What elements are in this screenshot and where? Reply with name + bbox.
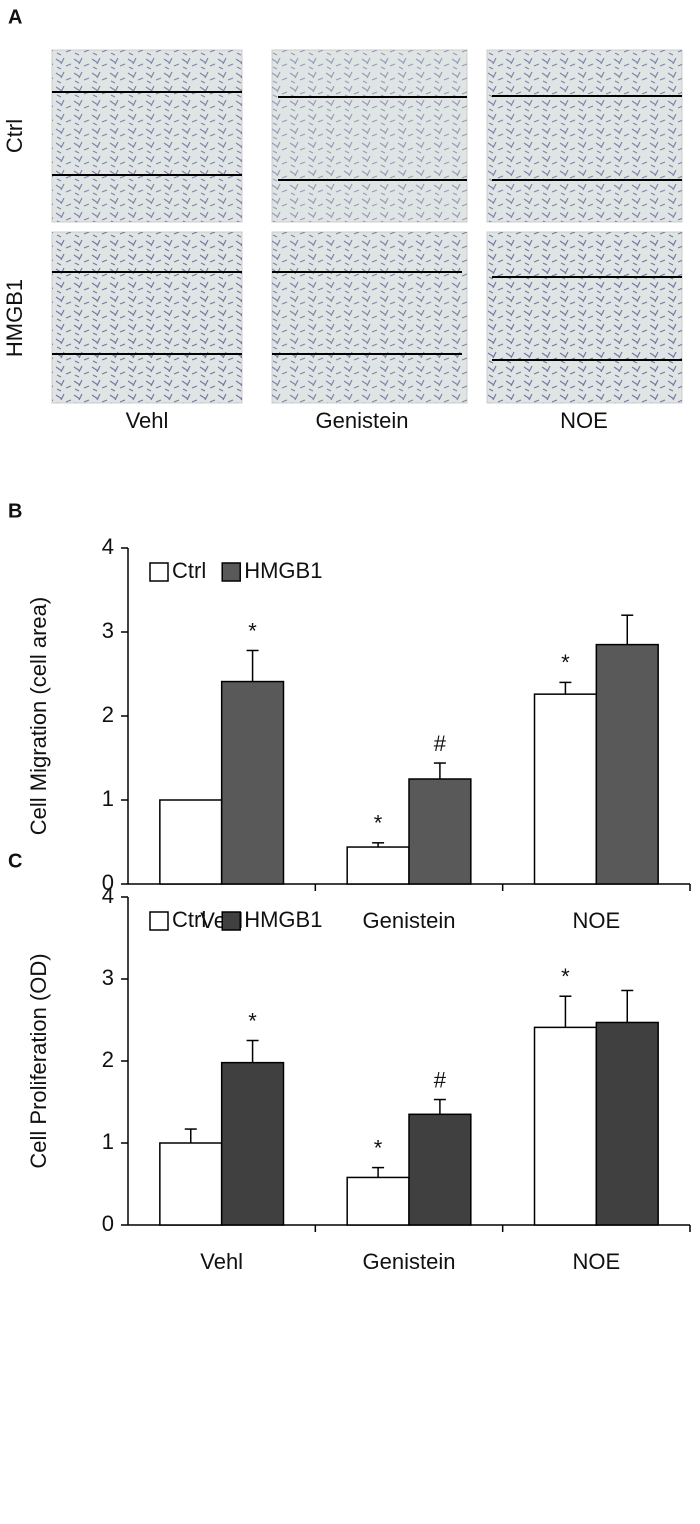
- bar: [533, 693, 598, 885]
- row-label: Ctrl: [2, 119, 27, 153]
- bar: [159, 799, 223, 885]
- y-tick-label: 0: [102, 1211, 114, 1236]
- y-tick-label: 4: [102, 883, 114, 908]
- bar: [595, 643, 659, 885]
- x-tick-label: NOE: [572, 1249, 620, 1274]
- micrographs: [51, 49, 683, 404]
- bar: [346, 846, 410, 885]
- annotation: #: [434, 1067, 447, 1092]
- legend-swatch: [221, 911, 241, 931]
- panel-label: C: [8, 850, 22, 872]
- row-label: HMGB1: [2, 279, 27, 357]
- x-tick-label: Vehl: [200, 1249, 243, 1274]
- legend-swatch: [221, 562, 241, 582]
- y-axis-label: Cell Migration (cell area): [26, 597, 51, 835]
- bar: [408, 778, 472, 885]
- y-tick-label: 1: [102, 786, 114, 811]
- bar: [220, 1061, 285, 1226]
- bar: [159, 1142, 223, 1226]
- annotation: *: [561, 964, 570, 989]
- legend-swatch: [149, 562, 169, 582]
- y-tick-label: 3: [102, 618, 114, 643]
- legend-label: Ctrl: [172, 558, 206, 583]
- annotation: *: [561, 650, 570, 675]
- bar: [533, 1026, 598, 1226]
- bar: [346, 1176, 410, 1226]
- y-tick-label: 4: [102, 534, 114, 559]
- legend-swatch: [149, 911, 169, 931]
- column-label: Genistein: [316, 408, 409, 433]
- x-tick-label: Genistein: [363, 908, 456, 933]
- y-tick-label: 1: [102, 1129, 114, 1154]
- y-tick-label: 2: [102, 702, 114, 727]
- legend-label: Ctrl: [172, 907, 206, 932]
- y-tick-label: 0: [102, 870, 114, 895]
- panel-label: B: [8, 500, 22, 522]
- bar: [408, 1113, 472, 1226]
- y-tick-label: 2: [102, 1047, 114, 1072]
- y-axis-label: Cell Proliferation (OD): [26, 953, 51, 1168]
- x-tick-label: NOE: [572, 908, 620, 933]
- x-tick-label: Genistein: [363, 1249, 456, 1274]
- panel-label: A: [8, 6, 22, 28]
- column-label: Vehl: [126, 408, 169, 433]
- annotation: *: [374, 1135, 383, 1160]
- bar: [595, 1021, 659, 1226]
- annotation: #: [434, 731, 447, 756]
- annotation: *: [248, 618, 257, 643]
- annotation: *: [374, 811, 383, 836]
- column-label: NOE: [560, 408, 608, 433]
- legend-label: HMGB1: [244, 558, 322, 583]
- bar: [220, 680, 285, 885]
- annotation: *: [248, 1008, 257, 1033]
- legend-label: HMGB1: [244, 907, 322, 932]
- y-tick-label: 3: [102, 965, 114, 990]
